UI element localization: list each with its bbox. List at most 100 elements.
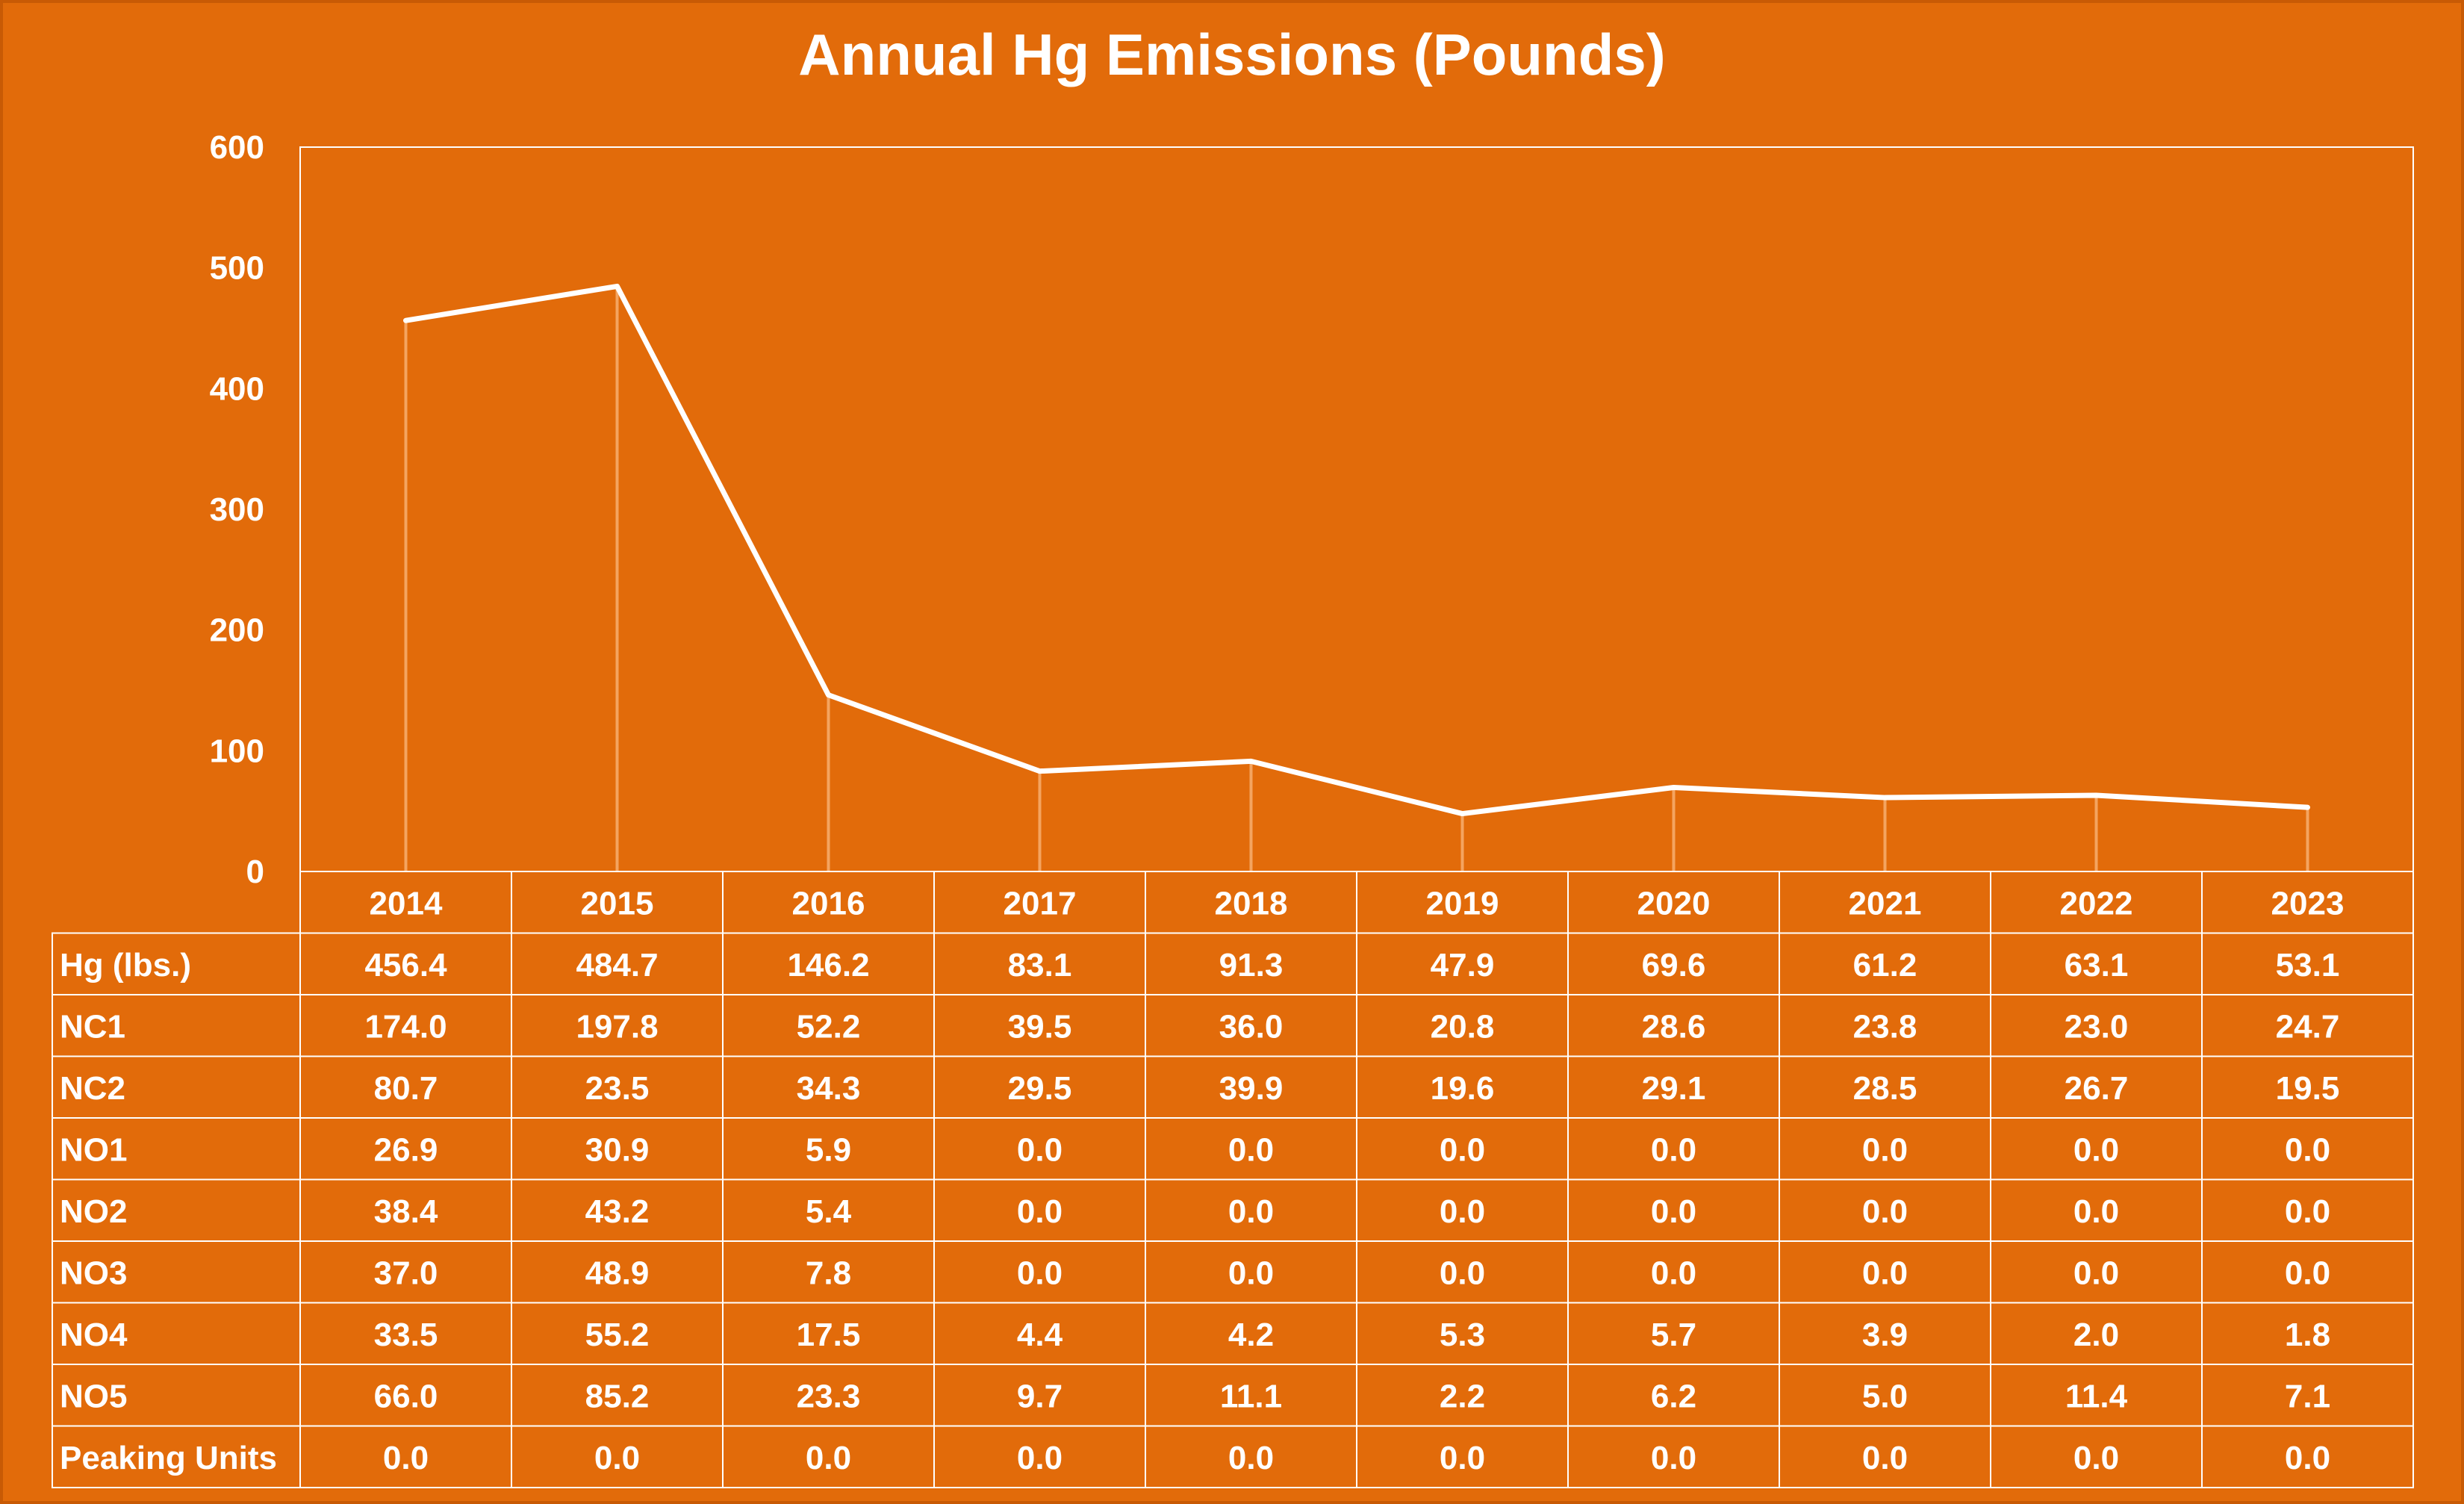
table-cell-value: 80.7 (374, 1070, 438, 1107)
table-cell-value: 0.0 (2073, 1255, 2119, 1291)
table-cell-value: 0.0 (1651, 1131, 1696, 1168)
table-cell-value: 0.0 (383, 1440, 429, 1476)
x-tick-label: 2014 (370, 885, 443, 922)
data-point (1882, 795, 1888, 801)
x-tick-label: 2023 (2271, 885, 2345, 922)
table-cell-value: 5.9 (806, 1131, 851, 1168)
table-cell-value: 23.0 (2065, 1008, 2129, 1045)
table-cell-value: 30.9 (585, 1131, 650, 1168)
chart-title: Annual Hg Emissions (Pounds) (798, 22, 1665, 87)
table-cell-value: 0.0 (1651, 1193, 1696, 1230)
table-cell-value: 6.2 (1651, 1378, 1696, 1414)
table-cell-value: 4.4 (1017, 1317, 1063, 1353)
table-cell-value: 52.2 (797, 1008, 861, 1045)
table-cell-value: 37.0 (374, 1255, 438, 1291)
table-cell-value: 69.6 (1642, 947, 1706, 983)
table-cell (2201, 1425, 2414, 1488)
table-cell-value: 0.0 (1017, 1440, 1063, 1476)
table-cell-value: 29.1 (1642, 1070, 1706, 1107)
table-cell-value: 0.0 (1440, 1131, 1485, 1168)
table-cell-value: 146.2 (787, 947, 869, 983)
table-cell-value: 0.0 (1440, 1255, 1485, 1291)
table-cell-value: 53.1 (2276, 947, 2340, 983)
table-cell-value: 85.2 (585, 1378, 650, 1414)
table-cell-value: 5.0 (1862, 1378, 1908, 1414)
table-cell-value: 0.0 (2073, 1193, 2119, 1230)
table-cell-value: 29.5 (1008, 1070, 1072, 1107)
table-cell-value: 17.5 (797, 1317, 861, 1353)
data-point (2094, 792, 2099, 798)
table-cell-value: 2.2 (1440, 1378, 1485, 1414)
y-tick-label: 400 (210, 370, 264, 407)
table-cell-value: 0.0 (2073, 1440, 2119, 1476)
line-chart: Annual Hg Emissions (Pounds) 0 100 200 300 4… (52, 22, 2414, 1488)
table-cell-value: 39.5 (1008, 1008, 1072, 1045)
table-cell-value: 63.1 (2065, 947, 2129, 983)
table-cell-value: 11.4 (2065, 1378, 2128, 1414)
x-tick-label: 2015 (581, 885, 654, 922)
series-layer (403, 283, 2310, 817)
table-cell-value: 0.0 (1862, 1131, 1908, 1168)
table-row-label: Peaking Units (60, 1440, 277, 1476)
table-cell-value: 11.1 (1220, 1378, 1282, 1414)
y-tick-label: 0 (246, 854, 264, 890)
x-tick-label: 2022 (2060, 885, 2133, 922)
x-tick-label: 2017 (1004, 885, 1077, 922)
data-point (1671, 785, 1676, 790)
x-tick-label: 2018 (1215, 885, 1288, 922)
table-cell-value: 174.0 (364, 1008, 447, 1045)
table-cell-value: 23.3 (797, 1378, 861, 1414)
data-point (826, 692, 831, 697)
table-cell-value: 456.4 (364, 947, 447, 983)
table-cell-value: 0.0 (1228, 1255, 1274, 1291)
y-tick-label: 300 (210, 491, 264, 528)
table-cell-value: 4.2 (1228, 1317, 1274, 1353)
table-cell-value: 0.0 (2285, 1440, 2330, 1476)
table-cell-value: 0.0 (1862, 1193, 1908, 1230)
table-cell-value: 20.8 (1431, 1008, 1495, 1045)
data-point (403, 318, 408, 323)
table-cell-value: 0.0 (1228, 1440, 1274, 1476)
table-cell-value: 0.0 (1862, 1255, 1908, 1291)
table-cell-value: 0.0 (1228, 1131, 1274, 1168)
table-cell-value: 0.0 (2285, 1131, 2330, 1168)
y-tick-label: 100 (210, 733, 264, 769)
table-row-label: NO5 (60, 1378, 127, 1414)
x-tick-label: 2019 (1426, 885, 1499, 922)
y-tick-label: 600 (210, 129, 264, 166)
table-row-label: Hg (lbs.) (60, 947, 191, 983)
table-row-label: NC1 (60, 1008, 125, 1045)
table-cell-value: 0.0 (1862, 1440, 1908, 1476)
table-cell-value: 0.0 (1017, 1193, 1063, 1230)
table-cell-value: 0.0 (594, 1440, 640, 1476)
data-point (615, 284, 620, 289)
table-cell-value: 7.8 (806, 1255, 851, 1291)
x-tick-label: 2016 (792, 885, 865, 922)
table-cell-value: 5.3 (1440, 1317, 1485, 1353)
table-row-label: NO2 (60, 1193, 127, 1230)
table-cell-value: 0.0 (1440, 1440, 1485, 1476)
table-cell-value: 26.9 (374, 1131, 438, 1168)
table-cell-value: 28.5 (1853, 1070, 1917, 1107)
table-cell-value: 3.9 (1862, 1317, 1908, 1353)
table-cell-value: 484.7 (576, 947, 658, 983)
data-point (1460, 811, 1465, 816)
table-cell-value: 0.0 (1651, 1440, 1696, 1476)
table-cell-value: 26.7 (2065, 1070, 2129, 1107)
data-point (2305, 805, 2310, 810)
x-tick-label: 2021 (1849, 885, 1922, 922)
table-cell-value: 0.0 (806, 1440, 851, 1476)
table-cell-value: 38.4 (374, 1193, 438, 1230)
data-point (1037, 768, 1042, 774)
table-cell-value: 23.8 (1853, 1008, 1917, 1045)
table-cell-value: 43.2 (585, 1193, 650, 1230)
table-cell-value: 61.2 (1853, 947, 1917, 983)
table-cell-value: 19.5 (2276, 1070, 2340, 1107)
table-cell-value: 83.1 (1008, 947, 1072, 983)
table-cell-value: 9.7 (1017, 1378, 1063, 1414)
y-tick-label: 200 (210, 612, 264, 649)
table-cell-value: 33.5 (374, 1317, 438, 1353)
table-cell-value: 28.6 (1642, 1008, 1706, 1045)
table-cell-value: 55.2 (585, 1317, 650, 1353)
